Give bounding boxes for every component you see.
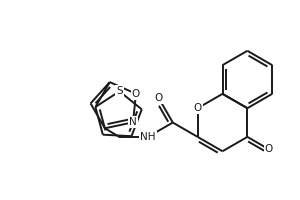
Text: N: N	[129, 117, 137, 127]
Text: NH: NH	[140, 132, 156, 142]
Text: S: S	[116, 86, 123, 96]
Text: O: O	[154, 93, 163, 103]
Text: O: O	[132, 89, 140, 99]
Text: O: O	[264, 144, 273, 154]
Text: O: O	[194, 103, 202, 113]
